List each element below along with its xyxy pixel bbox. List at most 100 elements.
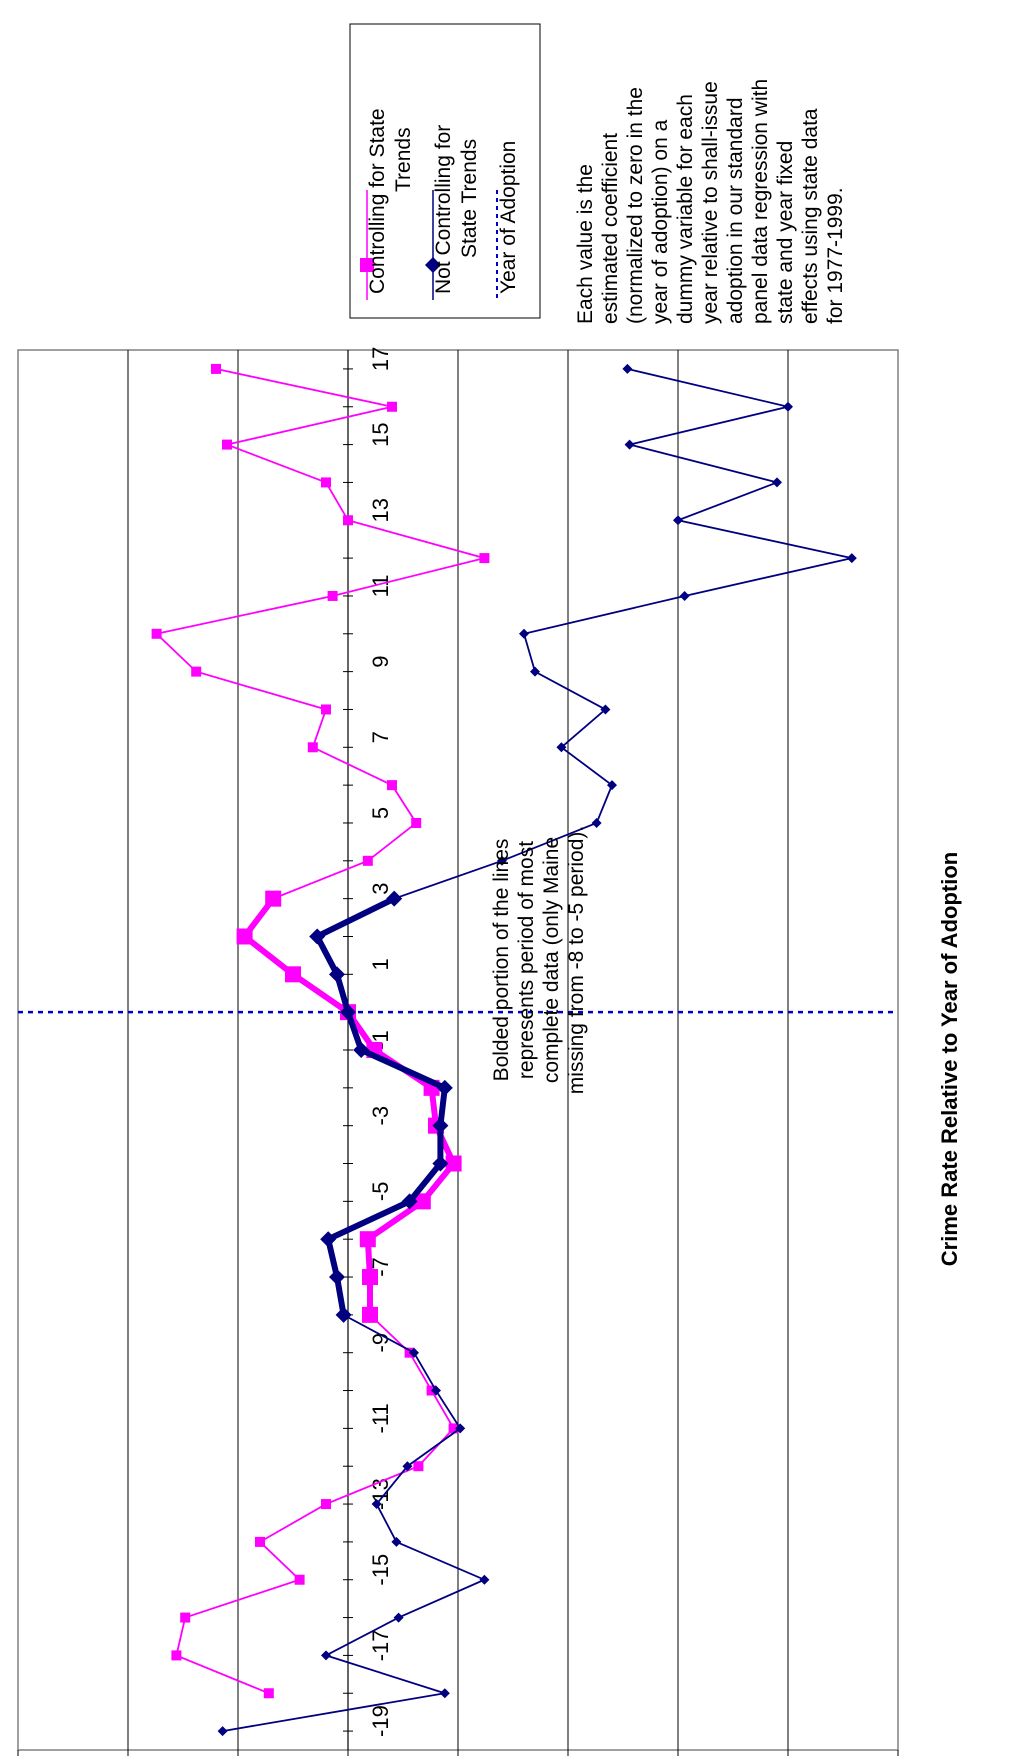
point-controlling — [236, 928, 253, 945]
legend-marker-square — [360, 258, 374, 272]
point-controlling — [151, 628, 162, 639]
note-line-7: adoption in our standard — [724, 98, 747, 325]
x-tick-label: -17 — [368, 1630, 393, 1662]
x-tick-label: 1 — [368, 958, 393, 970]
point-not-controlling — [622, 363, 633, 374]
annotation-line-1: Bolded portion of the lines — [490, 839, 513, 1082]
point-not-controlling — [432, 1155, 449, 1172]
point-not-controlling — [393, 1612, 404, 1623]
point-not-controlling — [432, 1117, 449, 1134]
legend-label-not-controlling-2: State Trends — [458, 139, 481, 258]
y-axis: 0.150.10.050-0.05-0.1-0.15-0.2-0.25 — [17, 1750, 899, 1756]
point-controlling — [343, 515, 353, 526]
point-controlling — [387, 401, 397, 412]
point-controlling — [180, 1612, 191, 1623]
point-controlling — [414, 1193, 431, 1210]
point-not-controlling — [600, 704, 611, 715]
point-not-controlling — [391, 1536, 402, 1547]
point-controlling — [321, 1499, 331, 1510]
point-controlling — [445, 1155, 462, 1172]
note-line-1: Each value is the — [574, 164, 597, 324]
point-controlling — [263, 1688, 274, 1699]
point-not-controlling — [439, 1688, 450, 1699]
series-line-controlling — [154, 368, 488, 1695]
x-tick-label: 17 — [368, 347, 393, 371]
point-not-controlling — [329, 1269, 345, 1286]
point-not-controlling — [335, 1306, 352, 1323]
point-controlling — [448, 1423, 459, 1434]
point-not-controlling — [217, 1726, 228, 1737]
point-controlling — [222, 439, 232, 450]
point-not-controlling — [591, 817, 602, 828]
point-controlling — [265, 890, 282, 907]
x-tick-label: -11 — [368, 1403, 393, 1433]
point-not-controlling — [431, 1385, 441, 1396]
point-controlling — [413, 1461, 424, 1472]
point-controlling — [362, 855, 373, 866]
note-line-2: estimated coefficient — [599, 133, 622, 324]
point-controlling — [321, 704, 331, 715]
x-tick-label: -5 — [368, 1182, 393, 1202]
point-not-controlling — [402, 1461, 413, 1472]
point-controlling — [255, 1536, 265, 1547]
point-not-controlling — [340, 1004, 356, 1021]
method-note: Each value is the estimated coefficient … — [574, 79, 847, 324]
legend-label-adoption: Year of Adoption — [497, 141, 520, 294]
plot-area — [17, 349, 899, 1751]
point-controlling — [171, 1650, 182, 1661]
x-tick-label: 11 — [368, 575, 393, 598]
note-line-10: effects using state data — [799, 108, 822, 324]
point-controlling — [191, 666, 202, 677]
point-not-controlling — [386, 890, 403, 907]
bold-annotation: Bolded portion of the lines represents p… — [490, 826, 588, 1094]
point-not-controlling — [846, 553, 857, 564]
point-not-controlling — [497, 855, 507, 866]
point-not-controlling — [371, 1499, 382, 1510]
x-tick-label: -9 — [368, 1333, 393, 1353]
legend: Controlling for State Trends Not Control… — [349, 23, 541, 319]
point-controlling — [387, 780, 397, 791]
note-line-11: for 1977-1999. — [824, 187, 847, 324]
note-line-4: year of adoption) on a — [649, 119, 672, 324]
point-not-controlling — [556, 742, 567, 753]
x-tick-label: 15 — [368, 422, 393, 446]
point-controlling — [479, 553, 490, 564]
annotation-line-3: complete data (only Maine — [540, 837, 563, 1083]
x-tick-label: 5 — [368, 807, 393, 819]
x-tick-label: 7 — [368, 731, 393, 743]
point-controlling — [362, 1269, 378, 1286]
note-line-9: state and year fixed — [774, 141, 797, 324]
point-not-controlling — [673, 515, 683, 526]
note-line-8: panel data regression with — [749, 79, 772, 324]
point-controlling — [307, 742, 318, 753]
x-tick-label: -15 — [368, 1554, 393, 1586]
series-lines — [18, 363, 898, 1737]
x-tick-label: 9 — [368, 655, 393, 667]
point-controlling — [285, 966, 301, 983]
point-not-controlling — [679, 590, 690, 601]
x-tick-label: -19 — [368, 1705, 393, 1737]
point-not-controlling — [329, 966, 345, 983]
point-controlling — [321, 477, 331, 488]
point-not-controlling — [455, 1423, 466, 1434]
x-tick-label: 3 — [368, 883, 393, 895]
point-not-controlling — [436, 1079, 453, 1096]
point-not-controlling — [309, 928, 326, 945]
point-not-controlling — [624, 439, 635, 450]
annotation-line-4: missing from -8 to -5 period). — [565, 826, 588, 1094]
legend-box — [349, 23, 541, 319]
point-not-controlling — [783, 401, 793, 412]
x-tick-label: 13 — [368, 498, 393, 522]
annotation-line-2: represents period of most — [515, 841, 538, 1079]
point-not-controlling — [321, 1650, 331, 1661]
point-not-controlling — [409, 1347, 419, 1358]
legend-marker-diamond — [425, 257, 441, 273]
point-not-controlling — [772, 477, 782, 488]
legend-label-controlling-2: Trends — [392, 127, 415, 192]
point-not-controlling — [401, 1193, 418, 1210]
point-not-controlling — [353, 1042, 370, 1058]
note-line-3: (normalized to zero in the — [624, 87, 647, 324]
point-not-controlling — [479, 1574, 490, 1585]
x-tick-label: -3 — [368, 1106, 393, 1126]
